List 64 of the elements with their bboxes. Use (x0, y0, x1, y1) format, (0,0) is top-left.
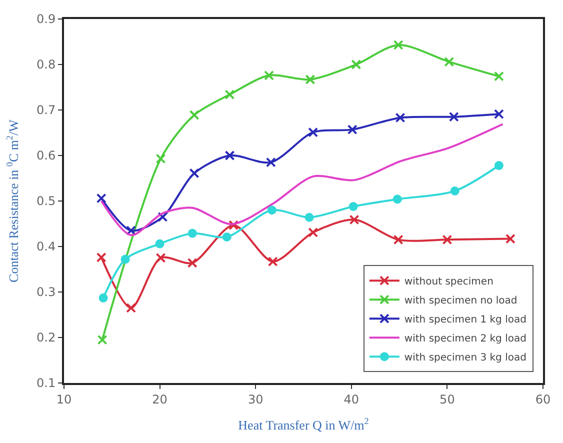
point (444, 56, 454, 67)
y-tick-label: 0.7 (36, 103, 56, 118)
point (189, 110, 200, 120)
point (267, 206, 276, 215)
legend-label: with specimen 3 kg load (404, 352, 526, 364)
point (442, 234, 452, 245)
point (96, 193, 106, 204)
point (392, 194, 402, 204)
y-tick-label: 0.3 (36, 285, 56, 300)
legend-label: without specimen (404, 276, 494, 288)
point (156, 252, 166, 263)
point (505, 234, 516, 244)
point (96, 252, 106, 262)
point (304, 212, 314, 222)
x-tick-label: 20 (152, 392, 168, 406)
y-tick-label: 0.4 (36, 240, 56, 254)
point (266, 157, 276, 168)
point (494, 71, 504, 82)
point (395, 112, 406, 123)
x-tick-label: 50 (440, 392, 455, 406)
point (305, 74, 316, 85)
point (347, 124, 358, 135)
x-axis-title: Heat Transfer Q in W/m$^{2}$ (238, 416, 370, 432)
point (393, 234, 404, 245)
point (224, 150, 235, 160)
y-tick-label: 0.8 (36, 58, 56, 72)
y-tick-label: 0.6 (36, 148, 56, 163)
point (222, 232, 232, 242)
y-tick-label: 0.9 (36, 12, 56, 26)
legend-label: with specimen 2 kg load (404, 333, 526, 344)
point (450, 186, 460, 196)
point (120, 254, 130, 264)
point (349, 214, 360, 225)
y-tick-label: 0.5 (36, 194, 56, 208)
legend-label: with specimen no load (404, 295, 518, 306)
x-tick-label: 30 (248, 392, 264, 406)
point (228, 220, 239, 230)
point (156, 154, 166, 164)
y-tick-label: 0.1 (36, 376, 56, 390)
point (393, 40, 404, 50)
point (308, 227, 318, 238)
point (224, 90, 235, 100)
legend-label: with specimen 1 kg load (404, 314, 526, 326)
point (187, 258, 198, 268)
point (351, 60, 362, 70)
y-tick-label: 0.2 (36, 330, 56, 345)
point (348, 202, 358, 211)
point (188, 228, 197, 238)
point (308, 127, 318, 138)
point (97, 334, 108, 345)
point (189, 168, 200, 178)
x-tick-label: 60 (535, 392, 551, 406)
point (264, 70, 274, 80)
point (98, 293, 108, 302)
point (126, 302, 136, 313)
point (268, 256, 278, 267)
point (494, 161, 504, 170)
point (158, 212, 168, 222)
point (448, 112, 459, 122)
x-tick-label: 40 (344, 392, 360, 406)
point (126, 226, 136, 236)
point (494, 109, 504, 120)
x-tick-label: 10 (56, 392, 72, 406)
point (155, 239, 164, 248)
